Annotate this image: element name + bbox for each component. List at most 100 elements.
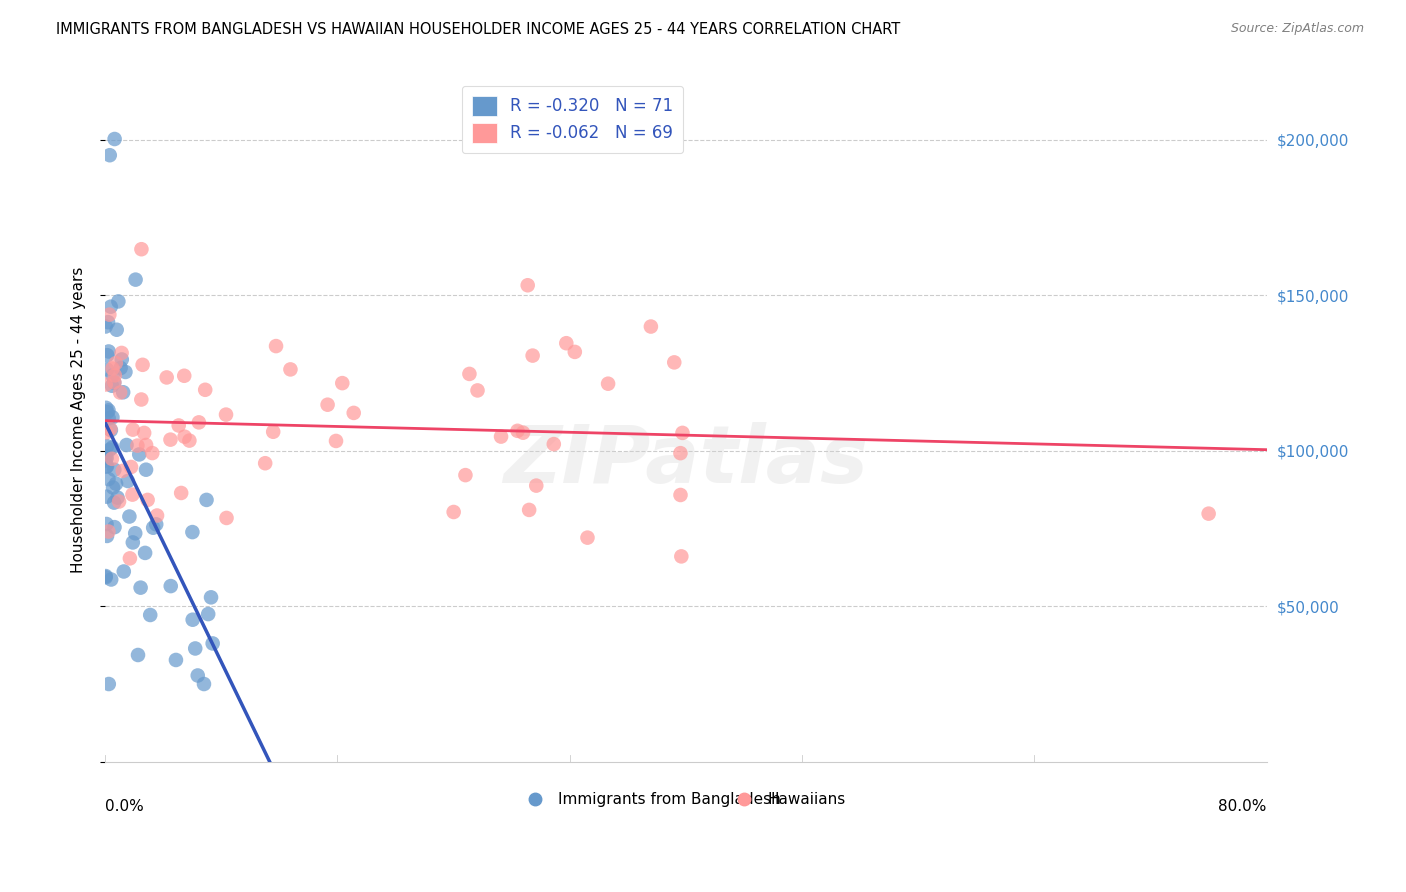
Point xyxy=(118,551,141,566)
Point xyxy=(103,495,125,509)
Point xyxy=(105,323,128,337)
Point xyxy=(100,573,122,587)
Point xyxy=(316,398,339,412)
Point xyxy=(129,581,152,595)
Point xyxy=(330,376,353,391)
Point xyxy=(96,439,118,453)
Point xyxy=(104,356,127,370)
Point xyxy=(139,607,162,622)
Point xyxy=(173,368,195,383)
Point xyxy=(443,505,465,519)
Point xyxy=(98,422,121,436)
Point xyxy=(671,425,693,440)
Point xyxy=(111,346,134,360)
Point xyxy=(111,352,134,367)
Point xyxy=(101,441,124,455)
Point xyxy=(101,451,124,466)
Text: Source: ZipAtlas.com: Source: ZipAtlas.com xyxy=(1230,22,1364,36)
Point xyxy=(136,492,159,507)
Point xyxy=(100,300,122,314)
Point xyxy=(489,429,512,443)
Text: ZIPatlas: ZIPatlas xyxy=(503,422,869,500)
Point xyxy=(96,348,118,362)
Point xyxy=(96,490,118,504)
Point xyxy=(118,509,141,524)
Point xyxy=(131,358,153,372)
Point xyxy=(516,278,538,293)
Point xyxy=(107,491,129,505)
Point xyxy=(141,446,163,460)
Point xyxy=(128,447,150,461)
Point xyxy=(108,385,131,400)
Point xyxy=(131,242,153,256)
Point xyxy=(96,516,118,531)
Point xyxy=(1198,507,1220,521)
Point xyxy=(98,308,121,322)
Point xyxy=(97,472,120,486)
Point xyxy=(104,368,127,383)
Point xyxy=(454,468,477,483)
Point xyxy=(135,438,157,452)
Point xyxy=(97,344,120,359)
Point xyxy=(94,570,117,584)
Point xyxy=(96,450,118,465)
Point xyxy=(671,549,693,564)
Point xyxy=(101,368,124,383)
Point xyxy=(201,636,224,650)
Point xyxy=(280,362,302,376)
Point xyxy=(120,460,142,475)
Point xyxy=(669,446,692,460)
Point xyxy=(103,520,125,534)
Point xyxy=(522,349,544,363)
Point xyxy=(127,648,149,662)
Point xyxy=(94,319,117,334)
Point xyxy=(664,355,686,369)
Point xyxy=(165,653,187,667)
Point xyxy=(197,607,219,621)
Point xyxy=(145,517,167,532)
Point xyxy=(127,439,149,453)
Text: 80.0%: 80.0% xyxy=(1219,799,1267,814)
Point xyxy=(194,383,217,397)
Point xyxy=(195,492,218,507)
Point xyxy=(215,511,238,525)
Point xyxy=(94,569,117,583)
Point xyxy=(167,418,190,433)
Point xyxy=(104,132,127,146)
Point xyxy=(112,565,135,579)
Point xyxy=(181,525,204,540)
Point xyxy=(173,430,195,444)
Point xyxy=(101,378,124,392)
Point xyxy=(159,433,181,447)
Y-axis label: Householder Income Ages 25 - 44 years: Householder Income Ages 25 - 44 years xyxy=(72,267,86,573)
Point xyxy=(117,474,139,488)
Text: Hawaiians: Hawaiians xyxy=(768,792,845,807)
Point xyxy=(343,406,366,420)
Point xyxy=(103,463,125,477)
Point xyxy=(110,361,132,376)
Text: Immigrants from Bangladesh: Immigrants from Bangladesh xyxy=(558,792,780,807)
Point xyxy=(187,668,209,682)
Point xyxy=(564,345,586,359)
Legend: R = -0.320   N = 71, R = -0.062   N = 69: R = -0.320 N = 71, R = -0.062 N = 69 xyxy=(461,86,683,153)
Point xyxy=(98,442,121,457)
Point xyxy=(142,521,165,535)
Point xyxy=(458,367,481,381)
Point xyxy=(96,362,118,376)
Point xyxy=(97,411,120,425)
Point xyxy=(97,677,120,691)
Point xyxy=(184,641,207,656)
Point xyxy=(121,488,143,502)
Point xyxy=(96,459,118,474)
Point xyxy=(262,425,284,439)
Point xyxy=(193,677,215,691)
Point xyxy=(98,148,121,162)
Point xyxy=(467,384,489,398)
Point xyxy=(124,272,146,286)
Point xyxy=(94,377,117,392)
Point xyxy=(596,376,619,391)
Point xyxy=(101,481,124,495)
Point xyxy=(135,463,157,477)
Point xyxy=(146,508,169,523)
Point xyxy=(108,494,131,508)
